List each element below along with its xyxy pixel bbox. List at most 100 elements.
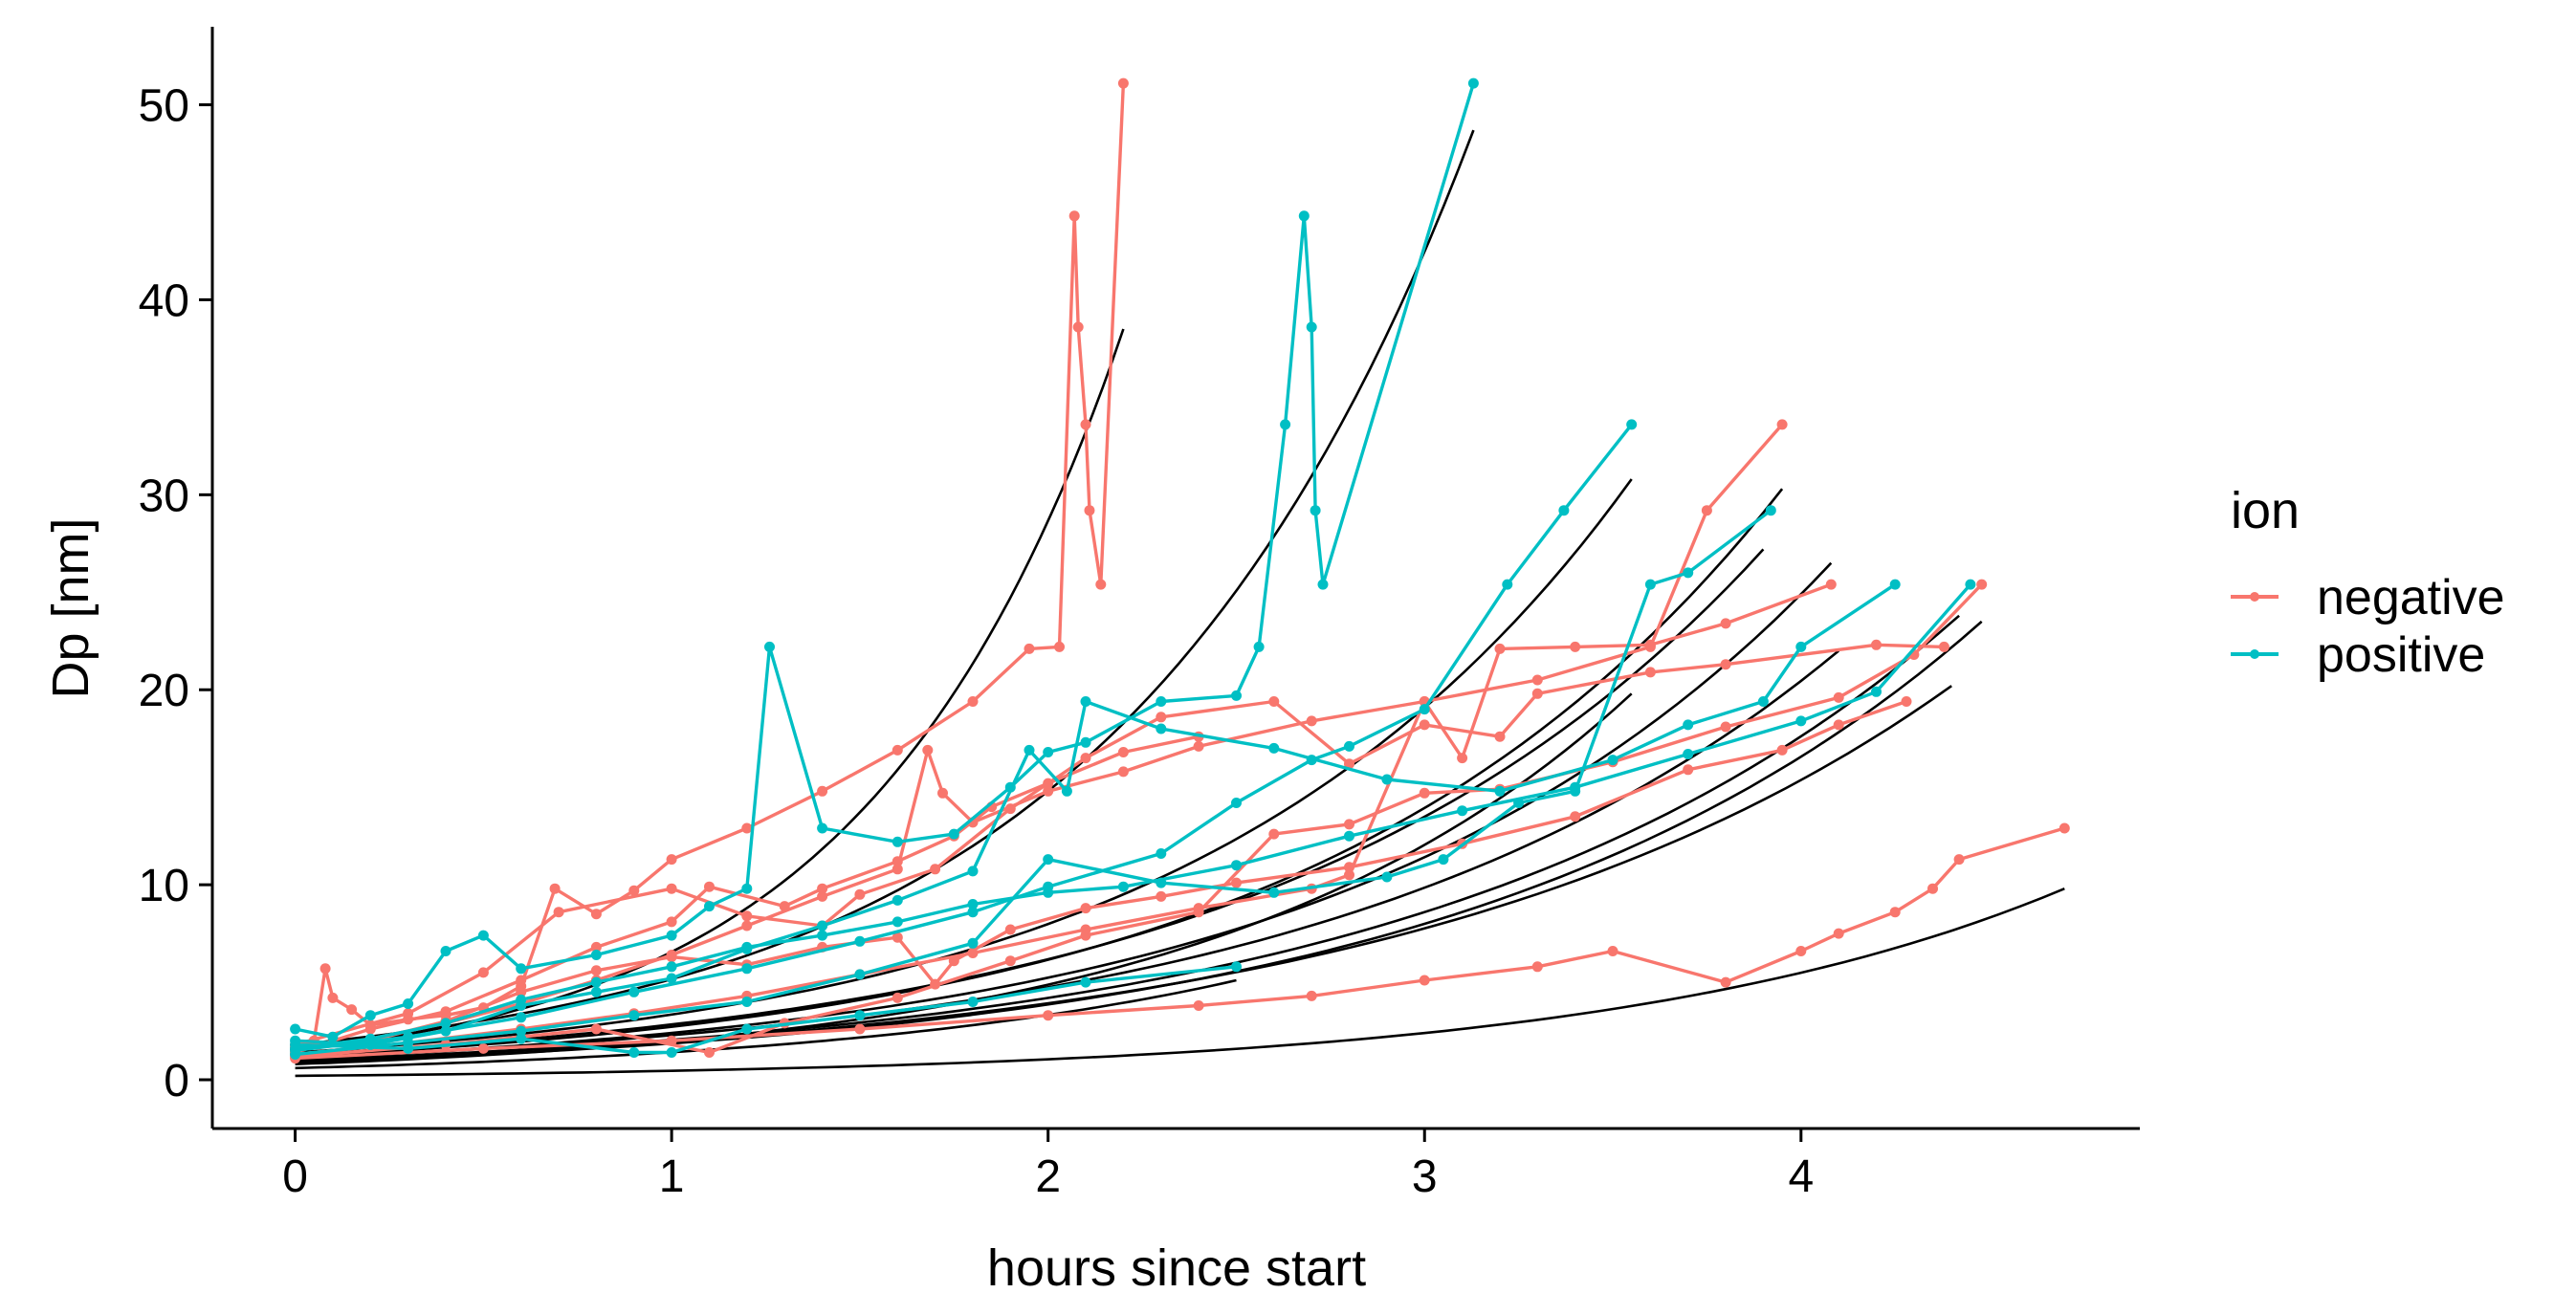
fit-curve-11: [295, 978, 1237, 1070]
series-lines: [290, 77, 2070, 1064]
point-negative-1-15: [1306, 715, 1317, 727]
point-negative-1-19: [1701, 505, 1712, 516]
fit-curve-12: [295, 887, 2065, 1078]
point-positive-11-8: [892, 894, 903, 906]
y-tick-label-10: 10: [139, 861, 189, 911]
point-negative-3-15: [1833, 691, 1844, 703]
point-negative-2-17: [1825, 579, 1837, 590]
point-positive-12-10: [1381, 871, 1393, 883]
point-positive-10-5: [741, 1023, 753, 1035]
legend-title: ion: [2231, 482, 2300, 539]
point-negative-1-9: [922, 744, 934, 756]
point-positive-13-19: [1965, 579, 1976, 590]
point-negative-6-7: [779, 901, 790, 912]
point-positive-11-9: [967, 866, 979, 877]
point-positive-8-3: [403, 998, 414, 1009]
series-line-positive-8: [295, 82, 1476, 1039]
point-positive-13-13: [1344, 830, 1354, 842]
point-positive-13-14: [1457, 805, 1468, 817]
point-positive-10-3: [628, 1047, 640, 1058]
point-positive-8-23: [1306, 321, 1317, 333]
y-tick-label-0: 0: [164, 1056, 189, 1107]
point-positive-11-13: [1156, 723, 1167, 734]
point-negative-7-19: [1776, 744, 1788, 756]
point-positive-9-13: [1502, 579, 1513, 590]
point-negative-6-6: [704, 881, 715, 892]
x-tick-label-1: 1: [659, 1151, 685, 1202]
point-negative-5-7: [854, 888, 866, 900]
point-positive-9-5: [854, 935, 866, 947]
y-axis-title: Dp [nm]: [42, 517, 99, 698]
point-negative-0-2: [319, 963, 331, 975]
point-positive-9-12: [1419, 704, 1430, 715]
point-positive-13-5: [666, 961, 677, 973]
point-positive-11-5: [666, 973, 677, 984]
series-positive-11: [290, 579, 1901, 1050]
point-positive-10-2: [516, 1033, 527, 1044]
point-negative-3-6: [1004, 955, 1016, 967]
point-positive-9-3: [628, 986, 640, 997]
point-positive-11-16: [1494, 785, 1506, 797]
point-negative-7-4: [590, 965, 602, 976]
y-tick-label-40: 40: [139, 275, 189, 326]
point-negative-2-12: [1457, 753, 1468, 764]
point-negative-0-21: [1072, 321, 1084, 333]
point-negative-4-3: [854, 1023, 866, 1035]
point-positive-12-16: [1765, 505, 1776, 516]
point-positive-8-7: [590, 950, 602, 960]
point-positive-11-0: [290, 1035, 301, 1046]
point-positive-12-1: [403, 1037, 414, 1048]
point-negative-5-20: [1938, 641, 1949, 652]
point-positive-13-7: [817, 930, 828, 941]
point-negative-5-18: [1720, 659, 1731, 670]
point-negative-5-9: [1004, 803, 1016, 815]
x-tick-label-3: 3: [1412, 1151, 1438, 1202]
fit-curves: [295, 129, 2065, 1078]
point-positive-13-4: [590, 976, 602, 988]
point-positive-11-21: [1889, 579, 1901, 590]
point-negative-1-14: [1193, 740, 1204, 752]
point-negative-0-17: [967, 696, 979, 707]
point-positive-13-9: [967, 899, 979, 910]
point-negative-0-12: [628, 885, 640, 896]
point-positive-9-15: [1626, 419, 1638, 430]
point-negative-3-3: [704, 1047, 715, 1058]
point-negative-6-8: [817, 883, 828, 894]
point-negative-4-4: [1043, 1010, 1054, 1021]
point-negative-6-3: [516, 975, 527, 986]
y-tick-label-30: 30: [139, 471, 189, 521]
point-positive-9-14: [1558, 505, 1570, 516]
point-negative-0-13: [666, 854, 677, 866]
point-negative-5-17: [1644, 667, 1656, 678]
point-negative-4-9: [1607, 946, 1618, 956]
point-negative-4-14: [1927, 883, 1938, 894]
point-negative-5-1: [403, 1008, 414, 1019]
point-negative-1-8: [892, 864, 903, 875]
point-positive-12-4: [741, 997, 753, 1007]
point-negative-4-8: [1531, 961, 1543, 973]
point-negative-5-2: [477, 967, 489, 978]
point-positive-13-0: [290, 1042, 301, 1054]
point-negative-0-15: [817, 785, 828, 797]
point-negative-0-16: [892, 744, 903, 756]
point-negative-2-14: [1570, 641, 1581, 652]
point-positive-8-24: [1310, 505, 1321, 516]
point-positive-9-8: [1156, 848, 1167, 859]
point-negative-5-4: [666, 883, 677, 894]
point-positive-13-10: [1043, 887, 1054, 898]
point-negative-0-11: [590, 909, 602, 920]
point-negative-5-13: [1344, 758, 1354, 770]
series-positive-9: [290, 419, 1638, 1056]
point-negative-5-8: [930, 864, 941, 875]
point-negative-4-12: [1833, 928, 1844, 939]
point-negative-7-10: [948, 955, 959, 967]
point-negative-7-18: [1683, 764, 1694, 776]
point-positive-13-8: [892, 916, 903, 928]
point-negative-5-12: [1268, 696, 1280, 707]
point-positive-11-19: [1757, 696, 1769, 707]
point-negative-7-8: [892, 931, 903, 943]
point-positive-8-26: [1467, 77, 1479, 89]
legend-entry-positive: positive: [2231, 627, 2485, 683]
